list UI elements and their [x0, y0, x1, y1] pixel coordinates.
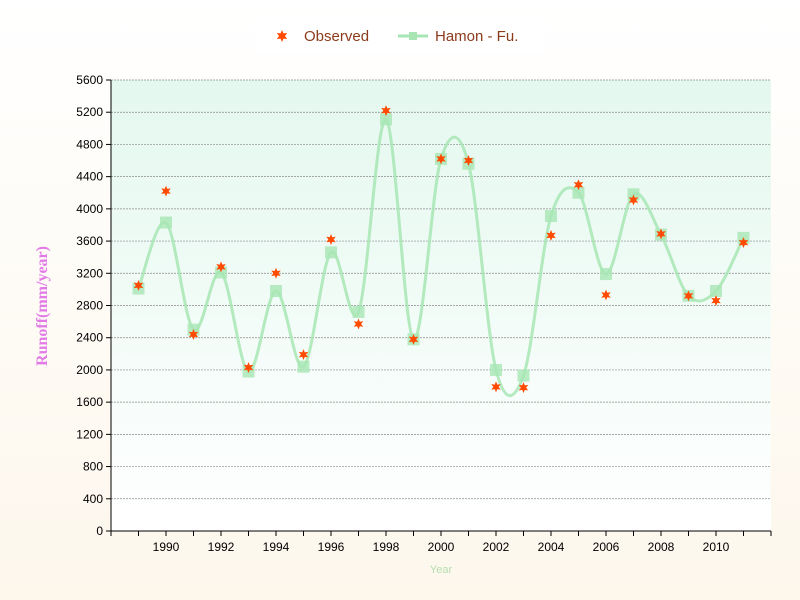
x-tick-label: 1998: [373, 540, 400, 554]
x-tick-label: 1994: [263, 540, 290, 554]
y-tick-label: 2400: [76, 331, 103, 345]
legend-square-marker: [409, 32, 417, 40]
observed-point: [326, 233, 336, 245]
observed-point: [518, 382, 529, 394]
hamon-point: [160, 216, 172, 229]
y-tick-label: 2800: [76, 299, 103, 313]
observed-point: [546, 229, 556, 241]
gridlines: [111, 79, 771, 500]
hamon-point: [490, 363, 502, 376]
observed-point: [161, 185, 171, 197]
hamon-point: [380, 113, 392, 126]
observed-point: [216, 261, 226, 273]
x-tick-label: 2006: [593, 540, 620, 554]
y-tick-label: 4000: [76, 202, 103, 216]
legend-item-hamon: Hamon - Fu.: [398, 28, 518, 45]
hamon-point: [352, 305, 365, 318]
y-tick-label: 400: [83, 492, 103, 506]
hamon-point: [710, 285, 722, 298]
observed-point: [683, 290, 694, 302]
observed-point: [408, 333, 419, 345]
x-tick-label: 2004: [538, 540, 565, 554]
observed-point: [601, 289, 611, 301]
observed-point: [133, 279, 144, 291]
x-axis-ticks: 1990 1992 1994 1996 1998 2000 2002 2004 2006 2008…: [110, 531, 772, 554]
hamon-point: [572, 186, 585, 199]
observed-point: [381, 105, 391, 117]
x-tick-label: 2010: [703, 540, 730, 554]
observed-point: [491, 381, 501, 393]
observed-point: [436, 153, 446, 165]
observed-point: [711, 295, 721, 307]
observed-point: [573, 179, 584, 191]
y-tick-label: 3600: [76, 234, 103, 248]
y-tick-label: 5200: [76, 105, 103, 119]
observed-point: [188, 328, 199, 340]
x-tick-label: 1990: [153, 540, 180, 554]
hamon-point: [297, 360, 310, 373]
y-tick-label: 4400: [76, 170, 103, 184]
legend-star-marker: [276, 30, 288, 42]
observed-point: [353, 318, 364, 330]
x-tick-label: 2000: [428, 540, 455, 554]
x-axis-label: Year: [430, 564, 453, 576]
hamon-point: [600, 268, 612, 281]
hamon-point: [545, 210, 557, 223]
y-tick-label: 3200: [76, 266, 103, 280]
y-axis-ticks: 0 400 800 1200 1600 2000 2400 2800 3200 3600 4000 4…: [76, 73, 111, 538]
x-tick-label: 1996: [318, 540, 345, 554]
observed-point: [243, 362, 254, 374]
hamon-point: [215, 266, 227, 279]
y-tick-label: 4800: [76, 137, 103, 151]
legend-item-observed: Observed: [276, 28, 369, 45]
hamon-point: [325, 246, 337, 259]
y-tick-label: 1200: [76, 427, 103, 441]
y-tick-label: 2000: [76, 363, 103, 377]
x-tick-label: 1992: [208, 540, 235, 554]
observed-point: [738, 237, 749, 249]
observed-point: [656, 228, 666, 240]
legend: Observed Hamon - Fu.: [255, 18, 545, 54]
hamon-point: [517, 369, 530, 382]
y-tick-label: 0: [96, 524, 103, 538]
y-tick-label: 800: [83, 460, 103, 474]
hamon-point: [270, 285, 282, 298]
observed-point: [271, 267, 281, 279]
legend-label-observed: Observed: [304, 28, 369, 45]
observed-series: [133, 105, 749, 394]
observed-point: [463, 155, 474, 167]
observed-point: [298, 349, 309, 361]
y-axis-label: Runoff(mm/year): [34, 246, 51, 366]
hamon-point: [627, 188, 640, 201]
x-tick-label: 2002: [483, 540, 510, 554]
y-tick-label: 5600: [76, 73, 103, 87]
x-tick-label: 2008: [648, 540, 675, 554]
observed-point: [628, 194, 639, 206]
y-tick-label: 1600: [76, 395, 103, 409]
legend-label-hamon: Hamon - Fu.: [435, 28, 518, 45]
